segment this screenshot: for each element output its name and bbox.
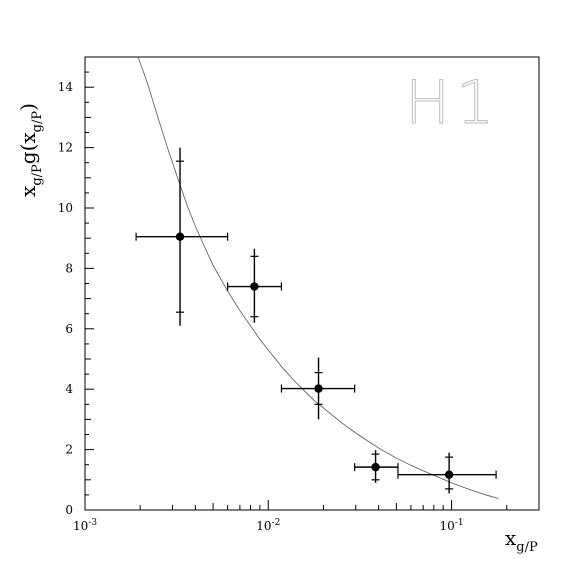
x-title-main: x: [505, 526, 517, 550]
y-tick-label: 10: [58, 201, 73, 215]
data-point-group: [227, 248, 283, 323]
watermark-h1: H1: [405, 68, 500, 138]
x-tick-label: 10-1: [440, 518, 464, 533]
y-title-p1: x: [16, 185, 40, 197]
x-tick-exponent: -3: [88, 518, 97, 528]
x-axis-title: xg/P: [505, 526, 538, 555]
y-tick-label: 8: [65, 261, 73, 275]
data-point-group: [280, 357, 356, 420]
y-title-p3: ): [16, 103, 40, 111]
y-tick-label: 14: [58, 80, 74, 94]
y-tick-label: 2: [65, 443, 73, 457]
data-point: [250, 282, 259, 291]
x-tick-base: 10: [73, 519, 88, 533]
data-point: [444, 470, 454, 479]
data-point-group: [135, 147, 229, 326]
x-axis: 10-3 10-2 10-1: [73, 500, 508, 533]
y-title-p2: g(x: [16, 132, 40, 165]
x-tick-exponent: -2: [272, 518, 281, 528]
data-point-group: [354, 450, 399, 483]
data-points: [135, 147, 497, 494]
y-title-s2: g/P: [30, 111, 45, 133]
y-tick-label: 4: [65, 382, 73, 396]
x-tick-base: 10: [256, 519, 271, 533]
y-axis-title: xg/Pg(xg/P): [16, 103, 45, 197]
y-tick-label: 0: [65, 503, 73, 517]
x-tick-base: 10: [440, 519, 455, 533]
x-tick-label: 10-2: [256, 518, 280, 533]
data-point: [175, 232, 185, 241]
data-point: [371, 462, 380, 472]
y-axis: 0 2 4 6 8 10 12 14: [58, 56, 94, 517]
data-point: [314, 384, 323, 393]
x-tick-label: 10-3: [73, 518, 97, 533]
y-tick-label: 12: [58, 141, 73, 155]
x-title-sub: g/P: [516, 540, 538, 555]
y-tick-label: 6: [65, 322, 73, 336]
x-tick-exponent: -1: [455, 518, 464, 528]
data-point-group: [397, 452, 497, 494]
y-title-s1: g/P: [30, 164, 45, 186]
